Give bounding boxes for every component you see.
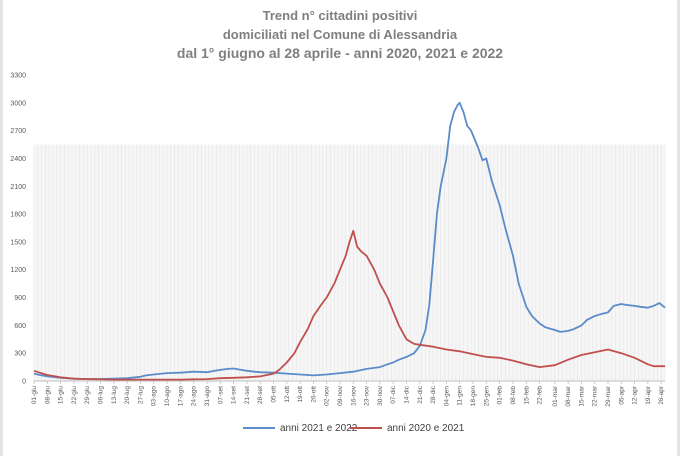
series-line-1 [33,101,666,380]
frame-left-edge [0,0,3,456]
x-tick-label: 23-nov [364,385,371,406]
x-tick-label: 25-gen [483,386,490,407]
x-tick-label: 01-mar [552,385,559,406]
x-tick-label: 07-set [217,386,224,404]
x-tick-label: 26-ott [310,386,317,403]
chart-title-line-1: Trend n° cittadini positivi [263,8,418,23]
x-tick-label: 21-set [244,386,251,404]
x-tick-label: 29-mar [605,385,612,406]
x-tick-label: 18-gen [470,386,477,407]
chart-title-line-3: dal 1° giugno al 28 aprile - anni 2020, … [177,45,503,61]
x-tick-label: 08-mar [565,385,572,406]
vertical-hatch-lines [33,144,666,381]
x-tick-label: 02-nov [324,385,331,406]
x-tick-label: 12-apr [632,385,639,405]
legend-label-series-1: anni 2021 e 2022 [280,423,358,434]
x-tick-label: 15-giu [58,386,65,404]
x-tick-label: 09-nov [337,385,344,406]
y-tick-label: 3000 [10,100,26,107]
x-tick-label: 19-ott [297,386,304,403]
x-tick-label: 15-mar [578,385,585,406]
y-tick-label: 2400 [10,156,26,163]
y-tick-label: 1200 [10,267,26,274]
x-tick-label: 28-dic [430,385,437,403]
x-tick-label: 22-feb [537,386,544,405]
series-line-2 [33,229,665,381]
x-tick-label: 16-nov [350,385,357,406]
y-tick-label: 2100 [10,184,26,191]
y-tick-label: 900 [14,295,26,302]
x-tick-label: 05-apr [618,385,625,405]
x-tick-label: 08-giu [44,386,51,404]
x-tick-label: 10-ago [164,386,171,407]
frame-right-edge [677,0,680,456]
x-tick-label: 26-apr [658,385,665,405]
x-tick-label: 22-mar [592,385,599,406]
x-axis: 01-giu 08-giu 15-giu 22-giu 29-giu 06-lug 13-l… [31,380,665,407]
x-tick-label: 31-ago [204,386,211,407]
y-tick-label: 300 [14,351,26,358]
x-tick-label: 06-lug [98,386,105,404]
x-tick-label: 12-ott [284,386,291,403]
x-tick-label: 22-giu [71,386,78,404]
x-tick-label: 24-ago [191,386,198,407]
x-tick-label: 17-ago [177,386,184,407]
x-tick-label: 04-gen [443,386,450,407]
x-tick-label: 29-giu [84,386,91,404]
y-tick-label: 1500 [10,239,26,246]
x-tick-label: 08-feb [510,386,517,405]
y-axis: 0 300 600 900 1200 1500 1800 2100 2400 2700 3000 33… [10,73,26,386]
chart-title-line-2: domiciliati nel Comune di Alessandria [223,27,458,42]
x-tick-label: 14-set [231,386,238,404]
y-tick-label: 0 [22,379,26,386]
legend-label-series-2: anni 2020 e 2021 [387,423,465,434]
legend: anni 2021 e 2022 anni 2020 e 2021 [243,423,465,434]
x-tick-label: 11-gen [457,386,464,406]
y-tick-label: 2700 [10,128,26,135]
x-tick-label: 03-ago [151,386,158,407]
x-tick-label: 01-giu [31,386,38,404]
x-tick-label: 19-apr [645,385,652,405]
x-tick-label: 07-dic [390,385,397,403]
x-tick-label: 28-set [257,386,264,404]
x-tick-label: 27-lug [137,386,144,404]
y-tick-label: 600 [14,323,26,330]
x-tick-label: 05-ott [271,386,278,403]
chart-title: Trend n° cittadini positivi domiciliati … [177,8,503,61]
x-tick-label: 15-feb [523,386,530,405]
x-tick-label: 14-dic [404,385,411,403]
x-tick-label: 21-dic [417,385,424,403]
x-tick-label: 20-lug [124,386,131,404]
y-tick-label: 1800 [10,212,26,219]
x-tick-label: 30-nov [377,385,384,406]
series-lines [33,101,666,381]
x-tick-label: 13-lug [111,386,118,404]
y-tick-label: 3300 [10,73,26,80]
x-tick-label: 01-feb [497,386,504,405]
